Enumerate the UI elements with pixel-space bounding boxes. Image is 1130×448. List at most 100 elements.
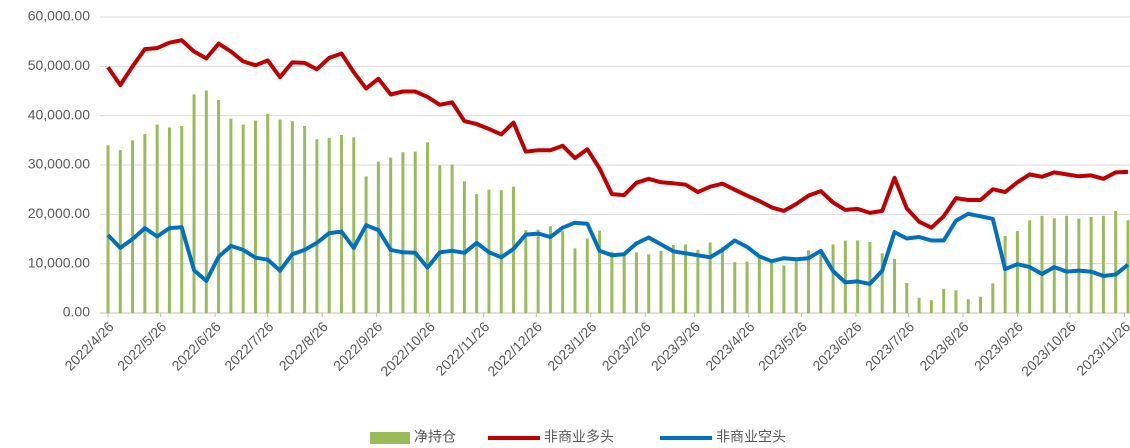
x-tick-label: 2023/4/26	[702, 318, 758, 374]
bar	[1015, 231, 1019, 313]
bar	[475, 194, 479, 313]
bar	[167, 127, 171, 313]
bar	[1040, 215, 1044, 313]
bar	[1089, 216, 1093, 313]
bar	[290, 121, 294, 314]
bar	[524, 230, 528, 313]
x-tick-label: 2022/5/26	[114, 318, 170, 374]
bar	[155, 124, 159, 314]
bar	[708, 242, 712, 313]
x-tick-label: 2023/3/26	[648, 318, 704, 374]
y-tick-label: 40,000.00	[28, 106, 90, 122]
bar	[585, 238, 589, 313]
bar	[573, 248, 577, 313]
bar	[499, 190, 503, 313]
bar	[1003, 236, 1007, 313]
bar	[782, 265, 786, 313]
x-tick-label: 2023/6/26	[809, 318, 865, 374]
bar	[118, 150, 122, 313]
bar	[303, 126, 307, 313]
x-tick-label: 2023/8/26	[916, 318, 972, 374]
bar	[315, 139, 319, 313]
legend-label: 净持仓	[414, 429, 456, 445]
bar	[647, 254, 651, 313]
bar	[204, 90, 208, 313]
bar	[991, 283, 995, 313]
x-tick-label: 2023/7/26	[862, 318, 918, 374]
bar	[868, 241, 872, 313]
bar	[684, 244, 688, 313]
x-tick-label: 2022/11/26	[432, 318, 492, 378]
bar	[610, 251, 614, 313]
bar	[720, 246, 724, 313]
bar	[401, 152, 405, 313]
bar	[634, 252, 638, 313]
bar	[1101, 215, 1105, 313]
bar	[450, 164, 454, 313]
x-tick-label: 2022/12/26	[484, 318, 545, 379]
bar	[917, 297, 921, 313]
bar	[806, 250, 810, 313]
bar	[1065, 215, 1069, 313]
bar	[548, 226, 552, 313]
y-tick-label: 30,000.00	[28, 156, 90, 172]
bar	[462, 181, 466, 313]
legend-swatch	[370, 432, 410, 444]
bar	[192, 94, 196, 313]
bar	[561, 231, 565, 313]
line	[106, 38, 1129, 230]
bar	[241, 124, 245, 314]
bar	[745, 261, 749, 313]
bar	[143, 133, 147, 313]
bar	[696, 249, 700, 313]
bar	[794, 257, 798, 313]
bar	[376, 161, 380, 313]
bar	[757, 257, 761, 313]
bar	[659, 250, 663, 313]
bar	[339, 134, 343, 313]
y-tick-label: 10,000.00	[28, 254, 90, 270]
x-tick-label: 2022/10/26	[377, 318, 438, 379]
bar	[893, 258, 897, 313]
y-tick-label: 0.00	[63, 304, 90, 320]
bar	[413, 151, 417, 313]
x-tick-label: 2022/9/26	[330, 318, 386, 374]
x-tick-label: 2022/8/26	[276, 318, 332, 374]
bar	[733, 262, 737, 313]
bar	[229, 118, 233, 313]
bar	[1077, 218, 1081, 313]
bar	[598, 230, 602, 313]
bar	[843, 240, 847, 313]
bar	[217, 99, 221, 313]
x-tick-label: 2023/1/26	[544, 318, 600, 374]
bar	[942, 288, 946, 313]
bar	[831, 244, 835, 313]
x-tick-label: 2023/9/26	[971, 318, 1027, 374]
bar	[536, 229, 540, 313]
bar	[364, 176, 368, 313]
y-tick-label: 60,000.00	[28, 8, 90, 24]
bar	[352, 137, 356, 313]
bar	[671, 244, 675, 313]
bar	[327, 137, 331, 313]
bar	[253, 120, 257, 313]
bar	[278, 119, 282, 313]
x-tick-label: 2022/7/26	[221, 318, 277, 374]
bar	[438, 165, 442, 313]
bar	[856, 240, 860, 313]
bar	[389, 157, 393, 313]
bar	[966, 299, 970, 313]
x-tick-label: 2022/6/26	[168, 318, 224, 374]
y-tick-label: 50,000.00	[28, 57, 90, 73]
bar	[266, 113, 270, 314]
x-tick-label: 2023/2/26	[599, 318, 655, 374]
x-tick-label: 2022/4/26	[61, 318, 117, 374]
bar	[426, 142, 430, 313]
line	[106, 211, 1130, 286]
x-tick-label: 2023/5/26	[755, 318, 811, 374]
x-tick-label: 2023/10/26	[1018, 318, 1079, 379]
y-tick-label: 20,000.00	[28, 205, 90, 221]
x-tick-label: 2023/11/26	[1073, 318, 1130, 378]
legend-label: 非商业空头	[716, 429, 786, 445]
